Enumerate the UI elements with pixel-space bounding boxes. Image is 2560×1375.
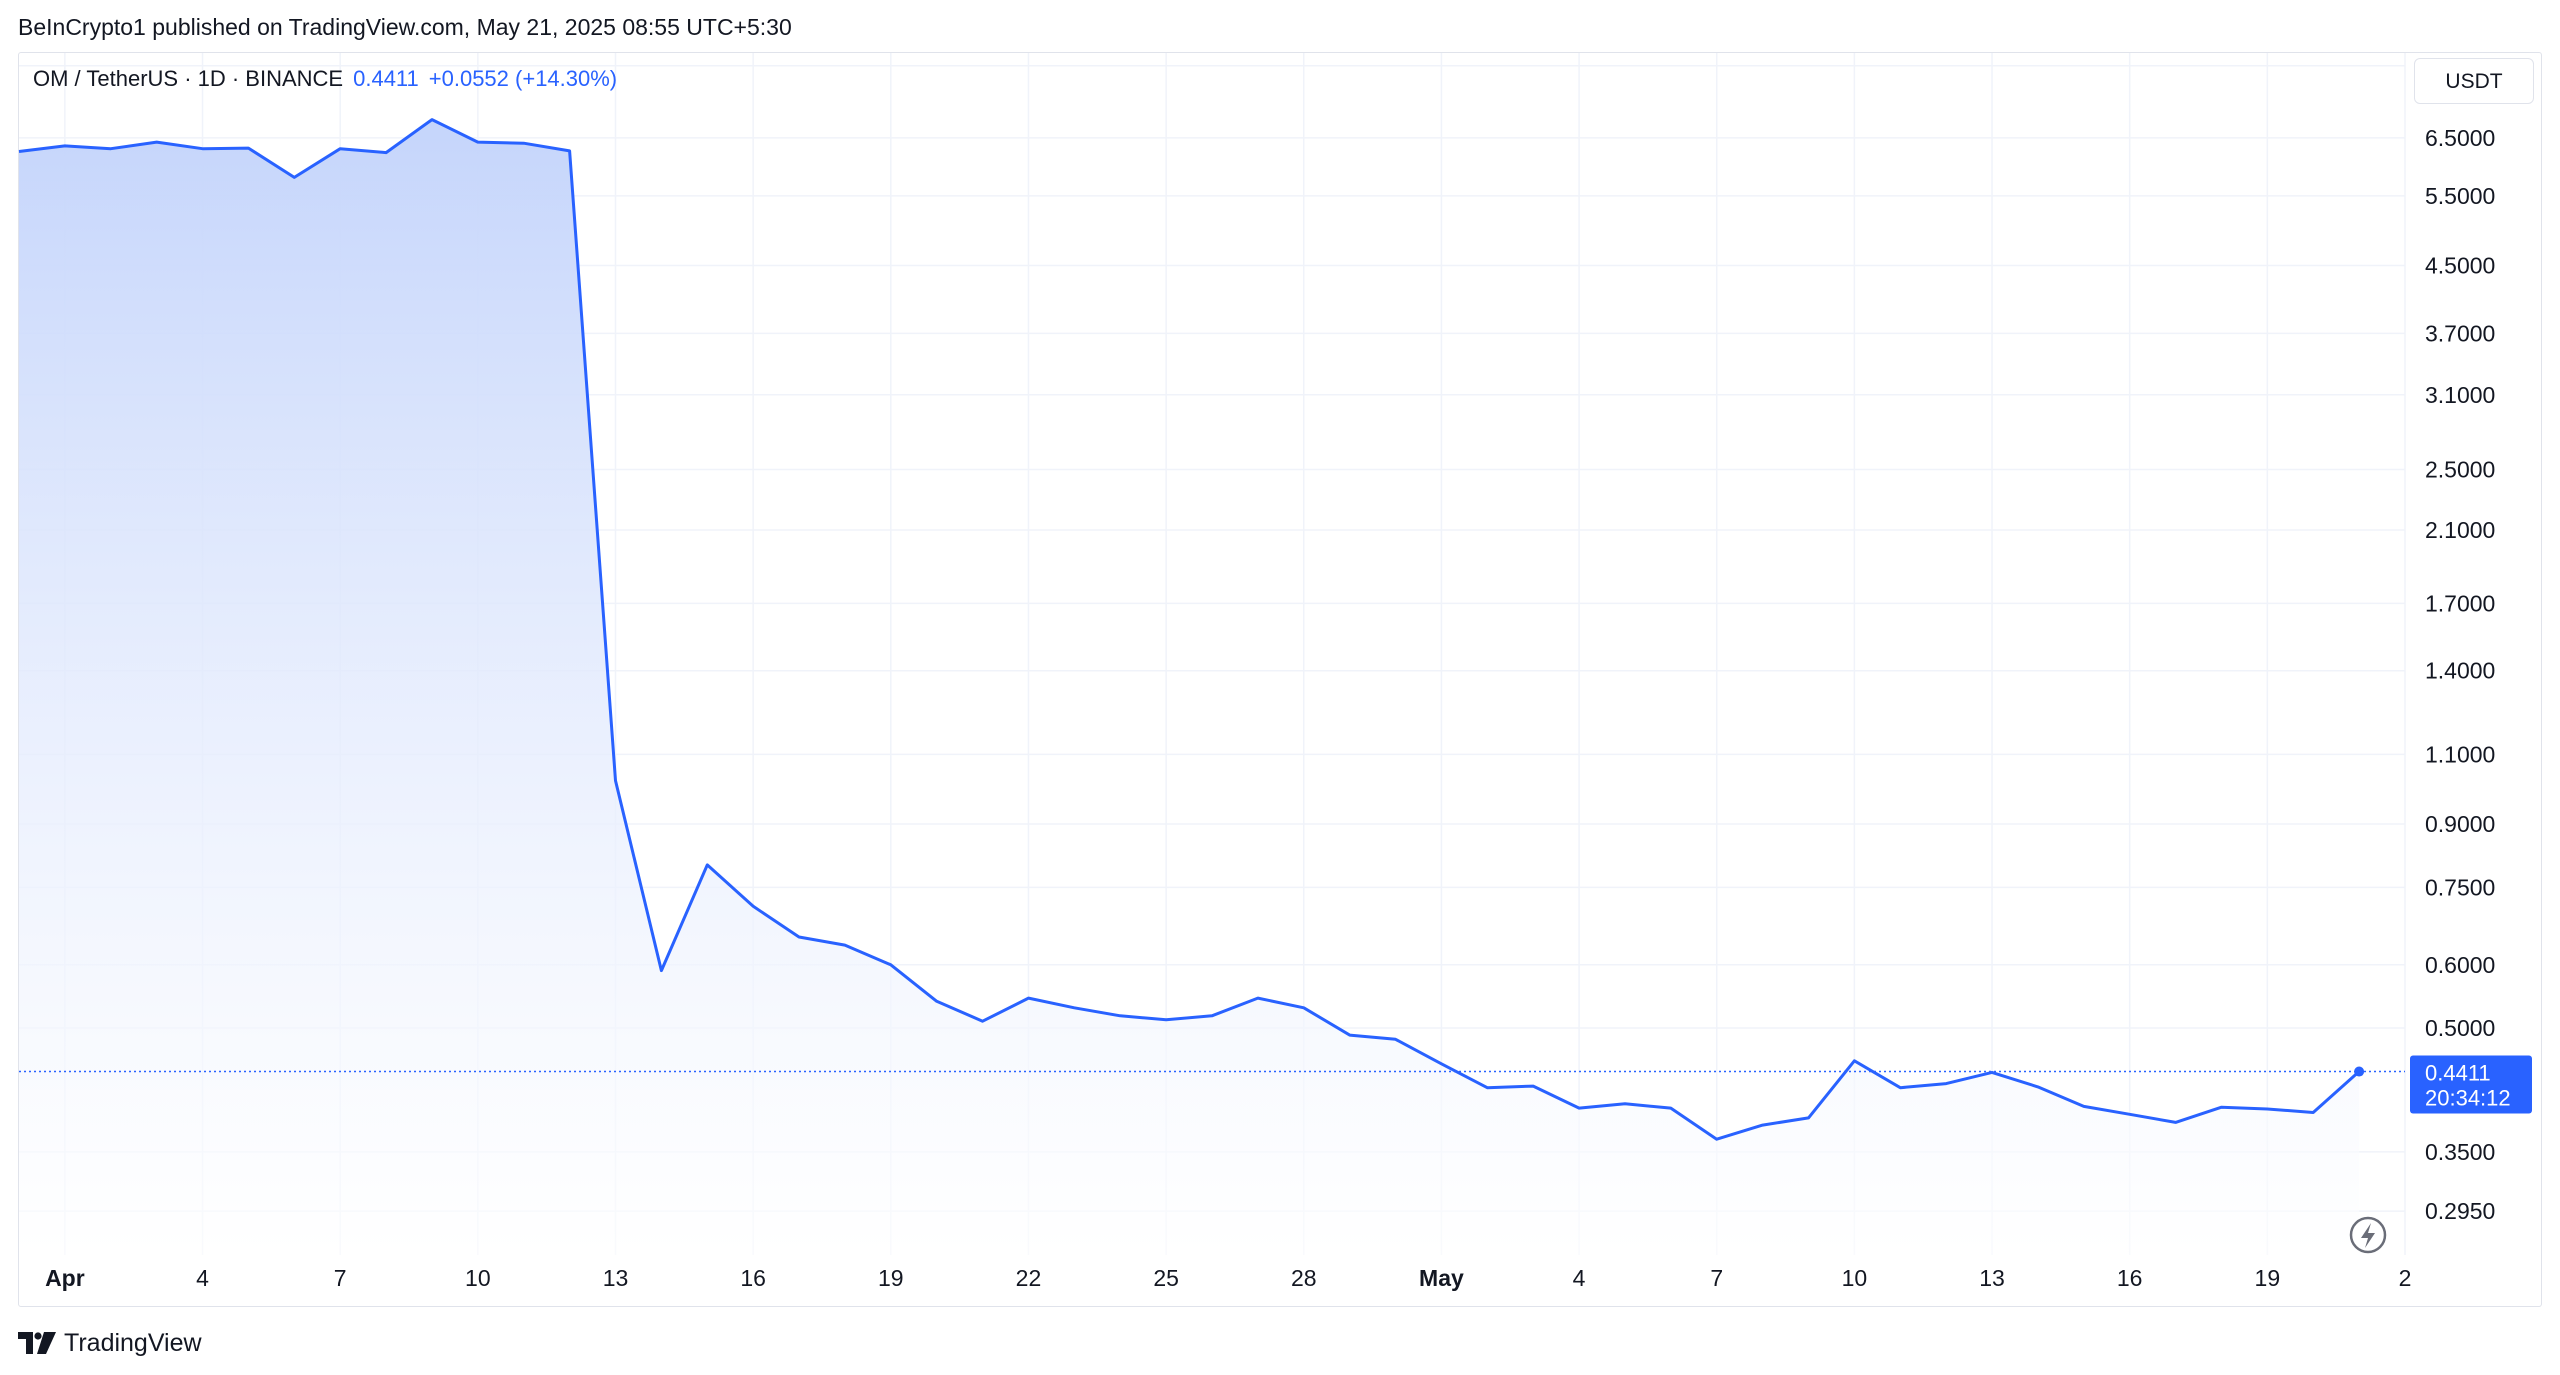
x-tick-label-13: 10	[1842, 1265, 1868, 1291]
price-tag-countdown: 20:34:12	[2425, 1086, 2511, 1111]
brand-label: TradingView	[64, 1328, 202, 1357]
y-tick-label-9: 1.4000	[2425, 658, 2495, 684]
x-tick-label-12: 7	[1710, 1265, 1723, 1291]
price-tag-price: 0.4411	[2425, 1061, 2491, 1086]
y-tick-label-5: 3.1000	[2425, 382, 2495, 408]
price-tag-box	[2410, 1055, 2532, 1114]
x-tick-label-10: May	[1419, 1265, 1464, 1291]
x-tick-label-7: 22	[1016, 1265, 1042, 1291]
x-tick-label-0: Apr	[45, 1265, 85, 1291]
y-tick-label-3: 4.5000	[2425, 252, 2495, 278]
symbol-legend[interactable]: OM / TetherUS · 1D · BINANCE 0.4411 +0.055…	[33, 66, 617, 92]
x-tick-label-6: 19	[878, 1265, 904, 1291]
currency-button[interactable]: USDT	[2414, 58, 2534, 104]
y-tick-label-8: 1.7000	[2425, 590, 2495, 616]
y-tick-label-12: 0.7500	[2425, 874, 2495, 900]
y-tick-label-14: 0.5000	[2425, 1015, 2495, 1041]
symbol-label[interactable]: OM / TetherUS · 1D · BINANCE	[33, 66, 344, 91]
y-tick-label-15: 0.3500	[2425, 1139, 2495, 1165]
price-series-line	[18, 118, 2365, 1141]
footer-brand[interactable]: TradingView	[18, 1328, 202, 1358]
area-path	[19, 119, 2360, 1256]
y-tick-label-10: 1.1000	[2425, 741, 2495, 767]
x-axis[interactable]: Apr 4 7 10 13 16 19 22 25 28 May 4 7 10 13 16 19 2	[45, 1265, 2411, 1291]
price-line-path	[18, 118, 2361, 1141]
y-axis[interactable]: 8.00006.50005.50004.50003.70003.10002.50…	[2425, 53, 2495, 1224]
y-tick-label-16: 0.2950	[2425, 1198, 2495, 1224]
y-tick-label-2: 5.5000	[2425, 183, 2495, 209]
y-tick-label-4: 3.7000	[2425, 320, 2495, 346]
legend-price: 0.4411	[353, 66, 419, 91]
x-tick-label-17: 2	[2399, 1265, 2412, 1291]
x-tick-label-1: 4	[196, 1265, 209, 1291]
legend-change: +0.0552 (+14.30%)	[428, 66, 618, 91]
last-point-dot	[2354, 1066, 2365, 1077]
x-tick-label-16: 19	[2255, 1265, 2281, 1291]
x-tick-label-8: 25	[1153, 1265, 1179, 1291]
y-tick-label-1: 6.5000	[2425, 125, 2495, 151]
y-tick-label-11: 0.9000	[2425, 811, 2495, 837]
x-tick-label-5: 16	[740, 1265, 766, 1291]
chart-frame	[18, 52, 2542, 1307]
x-tick-label-3: 10	[465, 1265, 491, 1291]
x-tick-label-2: 7	[334, 1265, 347, 1291]
x-tick-label-4: 13	[603, 1265, 629, 1291]
x-tick-label-9: 28	[1291, 1265, 1317, 1291]
lightning-icon[interactable]	[2349, 1216, 2387, 1254]
x-tick-label-14: 13	[1979, 1265, 2005, 1291]
y-tick-label-13: 0.6000	[2425, 952, 2495, 978]
y-tick-label-6: 2.5000	[2425, 456, 2495, 482]
published-caption: BeInCrypto1 published on TradingView.com…	[18, 14, 792, 40]
tradingview-logo-icon	[18, 1332, 56, 1354]
area-fill	[19, 119, 2360, 1256]
x-tick-label-11: 4	[1573, 1265, 1586, 1291]
x-tick-label-15: 16	[2117, 1265, 2143, 1291]
y-tick-label-7: 2.1000	[2425, 517, 2495, 543]
